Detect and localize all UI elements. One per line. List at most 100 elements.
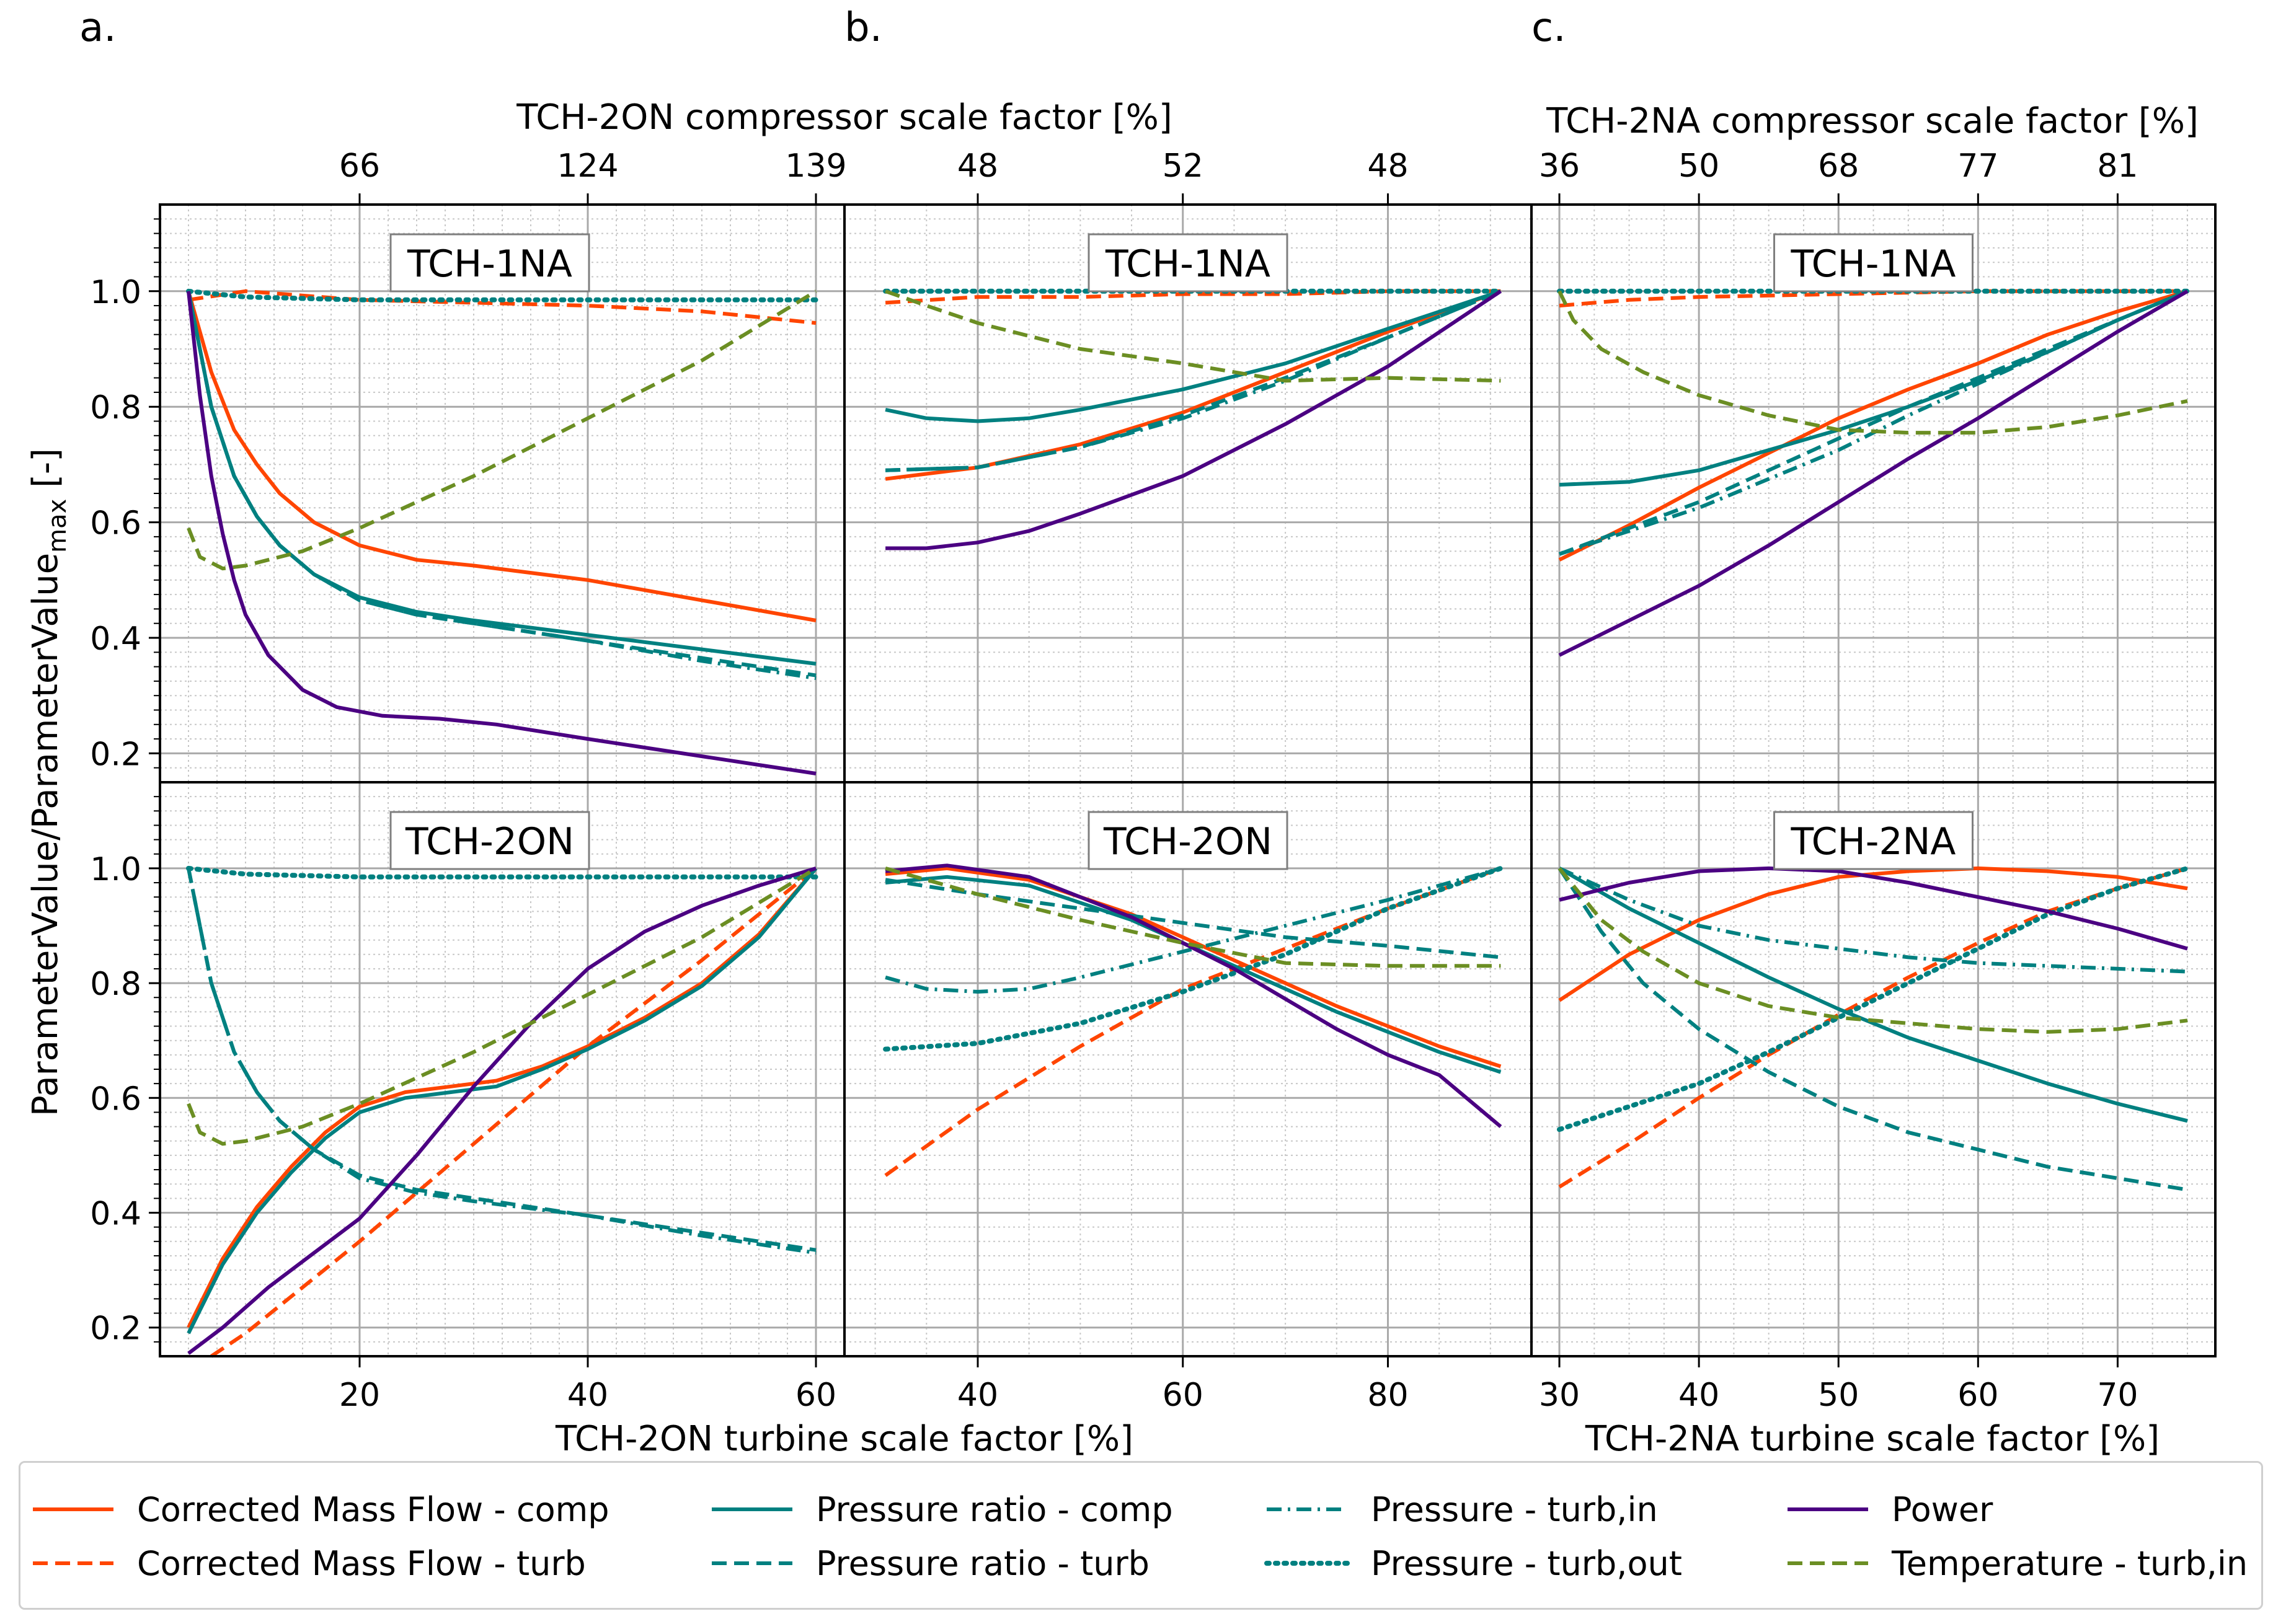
x-tick-label: 50 — [1818, 1377, 1859, 1414]
legend-label: Temperature - turb,in — [1892, 1543, 2248, 1583]
legend: Corrected Mass Flow - comp Corrected Mass… — [19, 1461, 2263, 1610]
figure: TCH-1NA TCH-1NA TCH-1NA TCH-2ON TCH-2ON TCH-2… — [25, 97, 2217, 1459]
series-line-t_turb_in — [1557, 290, 2188, 435]
series-line-power — [187, 867, 817, 1355]
x-tick-label: 60 — [1957, 1377, 1998, 1414]
legend-swatch — [1788, 1561, 1868, 1565]
top-tick-label: 139 — [785, 148, 846, 185]
y-axis-title: ParameterValue/ParameterValuemax [-] — [25, 448, 72, 1116]
axes-frame — [1530, 781, 2217, 1357]
y-tick-label: 1.0 — [90, 274, 141, 311]
series-line-cmf_comp — [1558, 289, 2188, 562]
series-line-t_turb_in — [885, 289, 1501, 383]
top-tick-label: 50 — [1678, 148, 1719, 185]
panel-title: TCH-1NA — [1105, 242, 1270, 286]
y-tick-label: 0.2 — [90, 736, 141, 773]
panel-label-c: c. — [1531, 5, 1566, 51]
series-line-t_turb_in — [885, 867, 1501, 968]
top-tick-label: 66 — [339, 148, 380, 185]
top-tick-label: 48 — [957, 148, 998, 185]
legend-label: Power — [1892, 1489, 1993, 1529]
series-line-power — [1558, 289, 2189, 657]
y-tick-label: 0.4 — [90, 620, 141, 658]
legend-label: Pressure ratio - comp — [816, 1489, 1173, 1529]
series-line-power — [885, 289, 1502, 550]
series-line-cmf_turb — [188, 289, 817, 325]
panel-b-top: TCH-1NA — [843, 203, 1533, 783]
series-line-p_turb_in — [885, 289, 1502, 472]
panel-title-box — [389, 233, 590, 293]
panel-title-box — [1773, 811, 1974, 870]
series-line-pr_comp — [1558, 867, 2188, 1123]
panel-title-box — [1088, 233, 1288, 293]
legend-item-power: Power — [1781, 1485, 1993, 1534]
series-line-pr_comp — [885, 289, 1502, 423]
legend-item-pr_turb: Pressure ratio - turb — [706, 1538, 1150, 1588]
top-axis-title-c: TCH-2NA compressor scale factor [%] — [1546, 101, 2199, 141]
legend-label: Pressure - turb,in — [1371, 1489, 1658, 1529]
panel-title-box — [389, 811, 590, 870]
panel-c-top: TCH-1NA — [1530, 203, 2217, 783]
legend-swatch — [712, 1561, 792, 1565]
x-axis-title-a: TCH-2ON turbine scale factor [%] — [555, 1419, 1133, 1457]
panel-title: TCH-2ON — [405, 820, 574, 863]
legend-swatch — [33, 1507, 113, 1511]
y-tick-label: 0.6 — [90, 505, 141, 542]
legend-swatch — [1264, 1561, 1350, 1566]
y-tick-label: 0.2 — [90, 1310, 141, 1348]
top-tick-label: 52 — [1163, 148, 1203, 185]
legend-swatch — [712, 1507, 792, 1511]
legend-item-p_turb_out: Pressure - turb,out — [1261, 1538, 1682, 1588]
panel-title: TCH-1NA — [407, 242, 572, 286]
series-line-cmf_comp — [885, 866, 1502, 1069]
panel-title: TCH-1NA — [1791, 242, 1956, 286]
x-tick-label: 20 — [339, 1377, 380, 1414]
panel-title-box — [1773, 233, 1974, 293]
x-tick-label: 30 — [1539, 1377, 1580, 1414]
x-tick-label: 80 — [1367, 1377, 1408, 1414]
top-tick-label: 68 — [1818, 148, 1859, 185]
panel-a-bottom: TCH-2ON — [159, 781, 846, 1358]
panel-b-bottom: TCH-2ON — [843, 781, 1533, 1357]
series-line-t_turb_in — [187, 289, 817, 571]
panel-title-box — [1088, 811, 1288, 870]
x-axis-title-c: TCH-2NA turbine scale factor [%] — [1585, 1419, 2160, 1457]
series-line-power — [885, 863, 1502, 1128]
x-tick-label: 40 — [567, 1377, 608, 1414]
legend-item-pr_comp: Pressure ratio - comp — [706, 1485, 1173, 1534]
series-line-power — [187, 291, 817, 775]
legend-label: Corrected Mass Flow - turb — [137, 1543, 586, 1583]
series-line-pr_comp — [187, 867, 818, 1335]
legend-label: Corrected Mass Flow - comp — [137, 1489, 609, 1529]
series-line-pr_turb — [187, 868, 817, 1252]
series-line-cmf_turb — [1558, 867, 2188, 1189]
legend-swatch — [1788, 1507, 1868, 1511]
legend-item-t_turb_in: Temperature - turb,in — [1781, 1538, 2248, 1588]
panel-a-top: TCH-1NA — [159, 203, 846, 783]
series-line-p_turb_in — [1558, 867, 2188, 974]
top-tick-label: 124 — [557, 148, 618, 185]
series-line-p_turb_in — [885, 867, 1502, 994]
panel-c-bottom: TCH-2NA — [1530, 781, 2217, 1357]
panel-title: TCH-2NA — [1791, 820, 1956, 863]
panel-title: TCH-2ON — [1103, 820, 1272, 863]
legend-item-cmf_comp: Corrected Mass Flow - comp — [27, 1485, 609, 1534]
series-line-t_turb_in — [1557, 867, 2188, 1034]
top-tick-label: 77 — [1957, 148, 1998, 185]
legend-label: Pressure ratio - turb — [816, 1543, 1150, 1583]
series-line-p_turb_in — [187, 291, 817, 681]
y-tick-label: 0.6 — [90, 1080, 141, 1118]
x-tick-label: 70 — [2097, 1377, 2138, 1414]
x-tick-label: 40 — [957, 1377, 998, 1414]
series-line-p_turb_out — [883, 865, 1504, 1052]
top-axis-title-a: TCH-2ON compressor scale factor [%] — [516, 97, 1172, 138]
y-tick-label: 1.0 — [90, 851, 141, 888]
top-tick-label: 48 — [1367, 148, 1408, 185]
x-tick-label: 40 — [1678, 1377, 1719, 1414]
x-tick-label: 60 — [795, 1377, 836, 1414]
panel-label-a: a. — [79, 5, 117, 51]
series-line-t_turb_in — [187, 867, 817, 1146]
series-line-cmf_comp — [187, 290, 817, 622]
top-tick-label: 81 — [2097, 148, 2138, 185]
chart-svg: TCH-1NA TCH-1NA TCH-1NA TCH-2ON TCH-2ON TCH-2… — [25, 97, 2217, 1459]
